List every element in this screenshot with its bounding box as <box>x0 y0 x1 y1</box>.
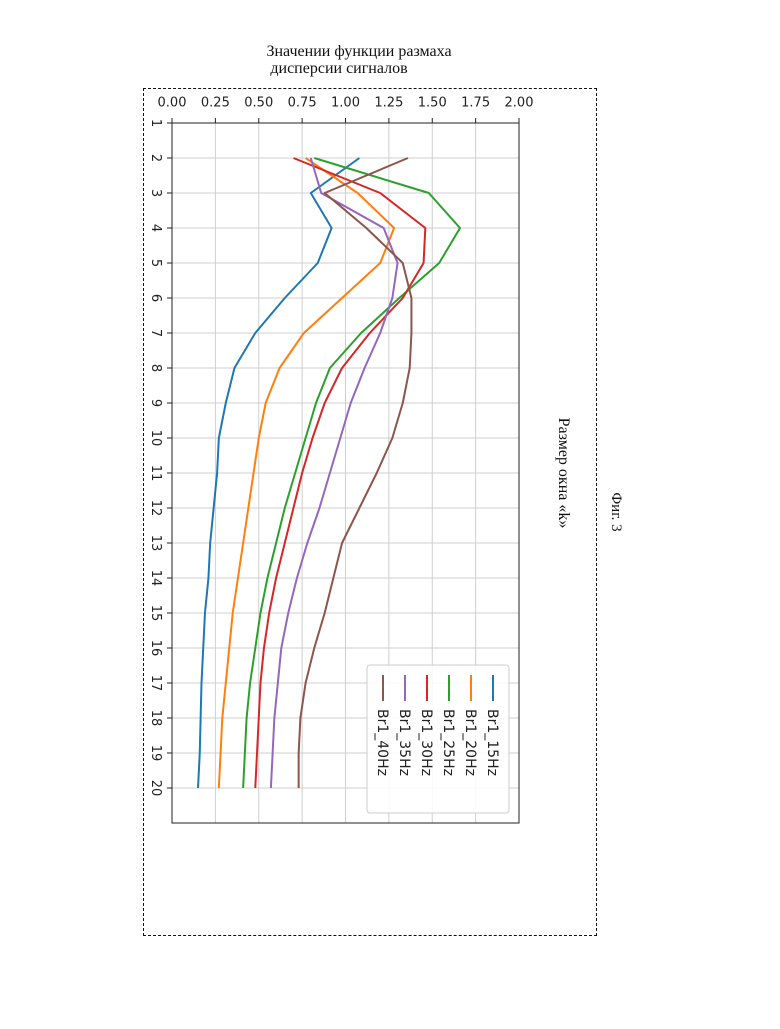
x-tick-label: 7 <box>148 329 163 337</box>
x-tick-label: 16 <box>148 640 163 657</box>
x-tick-label: 14 <box>148 570 163 587</box>
x-tick-label: 10 <box>148 430 163 447</box>
y-tick-label: 0.75 <box>288 96 317 111</box>
y-tick-label: 0.00 <box>158 96 187 111</box>
x-tick-label: 9 <box>148 399 163 407</box>
y-tick-label: 1.00 <box>331 96 360 111</box>
y-tick-label: 2.00 <box>505 96 534 111</box>
x-tick-label: 5 <box>148 259 163 267</box>
x-tick-label: 18 <box>148 710 163 727</box>
figure-caption: Фиг. 3 <box>608 492 624 531</box>
legend-label: Br1_40Hz <box>374 709 390 776</box>
y-axis-label-line2: дисперсии сигналов <box>270 60 408 77</box>
x-tick-label: 6 <box>148 294 163 302</box>
y-tick-label: 0.50 <box>244 96 273 111</box>
y-tick-label: 1.50 <box>418 96 447 111</box>
x-tick-label: 11 <box>148 465 163 482</box>
x-tick-label: 8 <box>148 364 163 372</box>
x-tick-label: 15 <box>148 605 163 622</box>
y-ticks: 0.00 0.25 0.50 0.75 1.00 1.25 1.50 1.75 2.00 <box>158 96 534 124</box>
x-tick-label: 19 <box>148 745 163 762</box>
legend-label: Br1_30Hz <box>418 709 434 776</box>
y-tick-label: 0.25 <box>201 96 230 111</box>
x-tick-label: 20 <box>148 780 163 797</box>
y-tick-label: 1.75 <box>461 96 490 111</box>
y-axis-label-line1: Значении функции размаха <box>266 43 451 60</box>
y-tick-label: 1.25 <box>374 96 403 111</box>
x-tick-label: 17 <box>148 675 163 692</box>
x-tick-label: 2 <box>148 154 163 162</box>
legend-label: Br1_25Hz <box>440 709 456 776</box>
x-tick-label: 13 <box>148 535 163 552</box>
x-ticks: 1234567891011121314151617181920 <box>148 119 172 796</box>
x-tick-label: 1 <box>148 119 163 127</box>
x-tick-label: 3 <box>148 189 163 197</box>
x-tick-label: 12 <box>148 500 163 517</box>
legend-label: Br1_35Hz <box>396 709 412 776</box>
x-tick-label: 4 <box>148 224 163 232</box>
legend-label: Br1_15Hz <box>484 709 500 776</box>
chart: 1234567891011121314151617181920 0.000.25… <box>148 43 572 823</box>
legend-label: Br1_20Hz <box>462 709 478 776</box>
x-axis-label: Размер окна «k» <box>555 418 572 529</box>
legend: Br1_15Hz Br1_20Hz Br1_25Hz Br1_30Hz Br1_35Hz… <box>367 665 509 813</box>
